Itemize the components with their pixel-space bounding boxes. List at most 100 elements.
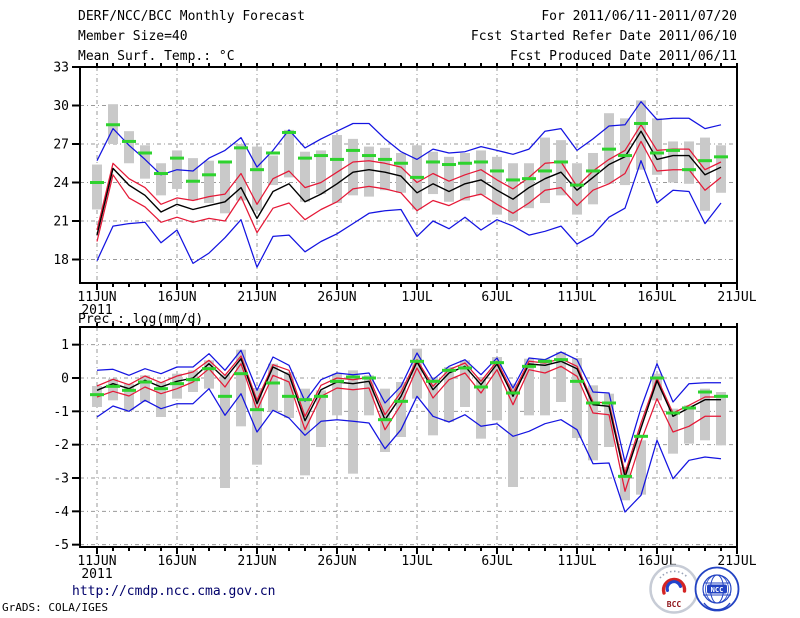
bcc-logo-label: BCC bbox=[667, 600, 682, 609]
reference-dash bbox=[346, 375, 360, 379]
spread-bar bbox=[684, 405, 694, 444]
reference-dash bbox=[138, 380, 152, 384]
x-axis-tick-label: 21JUN bbox=[237, 554, 276, 569]
spread-bar bbox=[460, 152, 470, 201]
spread-bar bbox=[300, 151, 310, 202]
temperature-forecast-chart: 18 21 24 27 30 33 11JUN 16JUN 21JUN 26JUN 1JUL 6JUL… bbox=[53, 61, 756, 319]
series-line bbox=[96, 388, 722, 513]
spread-bar bbox=[300, 388, 310, 476]
y-axis-tick-label: 33 bbox=[53, 61, 69, 76]
spread-bar bbox=[684, 141, 694, 184]
series-line bbox=[96, 160, 722, 268]
source-url: http://cmdp.ncc.cma.gov.cn bbox=[72, 584, 276, 599]
spread-bar bbox=[716, 145, 726, 193]
reference-dash bbox=[474, 385, 488, 389]
spread-bar bbox=[108, 378, 118, 401]
y-axis-tick-label: 0 bbox=[61, 372, 69, 387]
spread-bar bbox=[332, 373, 342, 416]
y-axis-tick-label: 1 bbox=[61, 338, 69, 353]
spread-bar bbox=[172, 373, 182, 399]
reference-dash bbox=[90, 181, 104, 185]
reference-dash bbox=[154, 387, 168, 391]
reference-dash bbox=[202, 173, 216, 177]
reference-dash bbox=[362, 154, 376, 158]
y-axis-tick-label: -3 bbox=[53, 472, 69, 487]
reference-dash bbox=[186, 179, 200, 183]
reference-dash bbox=[714, 394, 728, 398]
reference-dash bbox=[138, 151, 152, 155]
y-axis-tick-label: -4 bbox=[53, 505, 69, 520]
reference-dash bbox=[490, 361, 504, 365]
reference-dash bbox=[346, 148, 360, 152]
reference-dash bbox=[298, 398, 312, 402]
y-axis-tick-label: -5 bbox=[53, 538, 69, 553]
reference-dash bbox=[122, 139, 136, 143]
reference-dash bbox=[570, 183, 584, 187]
reference-dash bbox=[378, 418, 392, 422]
reference-dash bbox=[330, 379, 344, 383]
reference-dash bbox=[90, 393, 104, 397]
forecast-range-label: For 2011/06/11-2011/07/20 bbox=[541, 9, 737, 24]
spread-bar bbox=[348, 138, 358, 196]
reference-dash bbox=[410, 359, 424, 363]
x-axis-tick-label: 11JUN bbox=[77, 554, 116, 569]
spread-bar bbox=[124, 131, 134, 164]
spread-bar bbox=[156, 382, 166, 417]
spread-bar bbox=[364, 375, 374, 416]
spread-bar bbox=[700, 388, 710, 441]
reference-dash bbox=[634, 121, 648, 125]
spread-bar bbox=[444, 367, 454, 422]
reference-dash bbox=[490, 169, 504, 173]
spread-bar bbox=[636, 100, 646, 170]
spread-bar bbox=[572, 358, 582, 438]
reference-dash bbox=[698, 390, 712, 394]
spread-bar bbox=[620, 118, 630, 186]
reference-dash bbox=[314, 394, 328, 398]
series-line bbox=[96, 358, 721, 478]
x-axis-year-label: 2011 bbox=[81, 567, 112, 582]
series-line bbox=[96, 124, 722, 231]
x-axis-tick-label: 26JUN bbox=[317, 290, 356, 305]
reference-dash bbox=[538, 169, 552, 173]
spread-bar bbox=[428, 377, 438, 436]
reference-dash bbox=[122, 388, 136, 392]
spread-bar bbox=[620, 467, 630, 501]
reference-dash bbox=[522, 364, 536, 368]
reference-dash bbox=[474, 160, 488, 164]
ncc-logo-icon: NCC bbox=[694, 566, 740, 612]
reference-dash bbox=[314, 154, 328, 158]
spread-bar bbox=[332, 135, 342, 204]
x-axis-tick-label: 26JUN bbox=[317, 554, 356, 569]
reference-dash bbox=[378, 157, 392, 161]
spread-bar bbox=[604, 393, 614, 447]
spread-bar bbox=[140, 375, 150, 402]
reference-dash bbox=[618, 154, 632, 158]
series-line bbox=[96, 355, 721, 474]
spread-bar bbox=[236, 349, 246, 427]
spread-bar bbox=[316, 150, 326, 195]
reference-dash bbox=[442, 368, 456, 372]
reference-dash bbox=[106, 123, 120, 127]
x-axis-tick-label: 6JUL bbox=[481, 290, 512, 305]
spread-bar bbox=[220, 374, 230, 488]
reference-dash bbox=[250, 168, 264, 172]
spread-bar bbox=[140, 145, 150, 179]
spread-bar bbox=[396, 382, 406, 437]
reference-dash bbox=[554, 160, 568, 164]
spread-bar bbox=[508, 163, 518, 222]
x-axis-tick-label: 16JUN bbox=[157, 290, 196, 305]
spread-bar bbox=[188, 158, 198, 201]
precipitation-forecast-chart: -5 -4 -3 -2 -1 0 1 11JUN 16JUN 21JUN 26JUN 1JUL 6JUL… bbox=[53, 323, 757, 582]
x-axis-tick-label: 21JUN bbox=[237, 290, 276, 305]
spread-bar bbox=[492, 357, 502, 421]
reference-dash bbox=[186, 378, 200, 382]
spread-bar bbox=[204, 160, 214, 204]
x-axis-tick-label: 11JUL bbox=[557, 554, 596, 569]
x-axis-tick-label: 16JUN bbox=[157, 554, 196, 569]
reference-dash bbox=[154, 172, 168, 176]
reference-dash bbox=[330, 157, 344, 161]
spread-bar bbox=[188, 370, 198, 392]
reference-dash bbox=[634, 434, 648, 438]
reference-dash bbox=[586, 401, 600, 405]
reference-dash bbox=[586, 169, 600, 173]
